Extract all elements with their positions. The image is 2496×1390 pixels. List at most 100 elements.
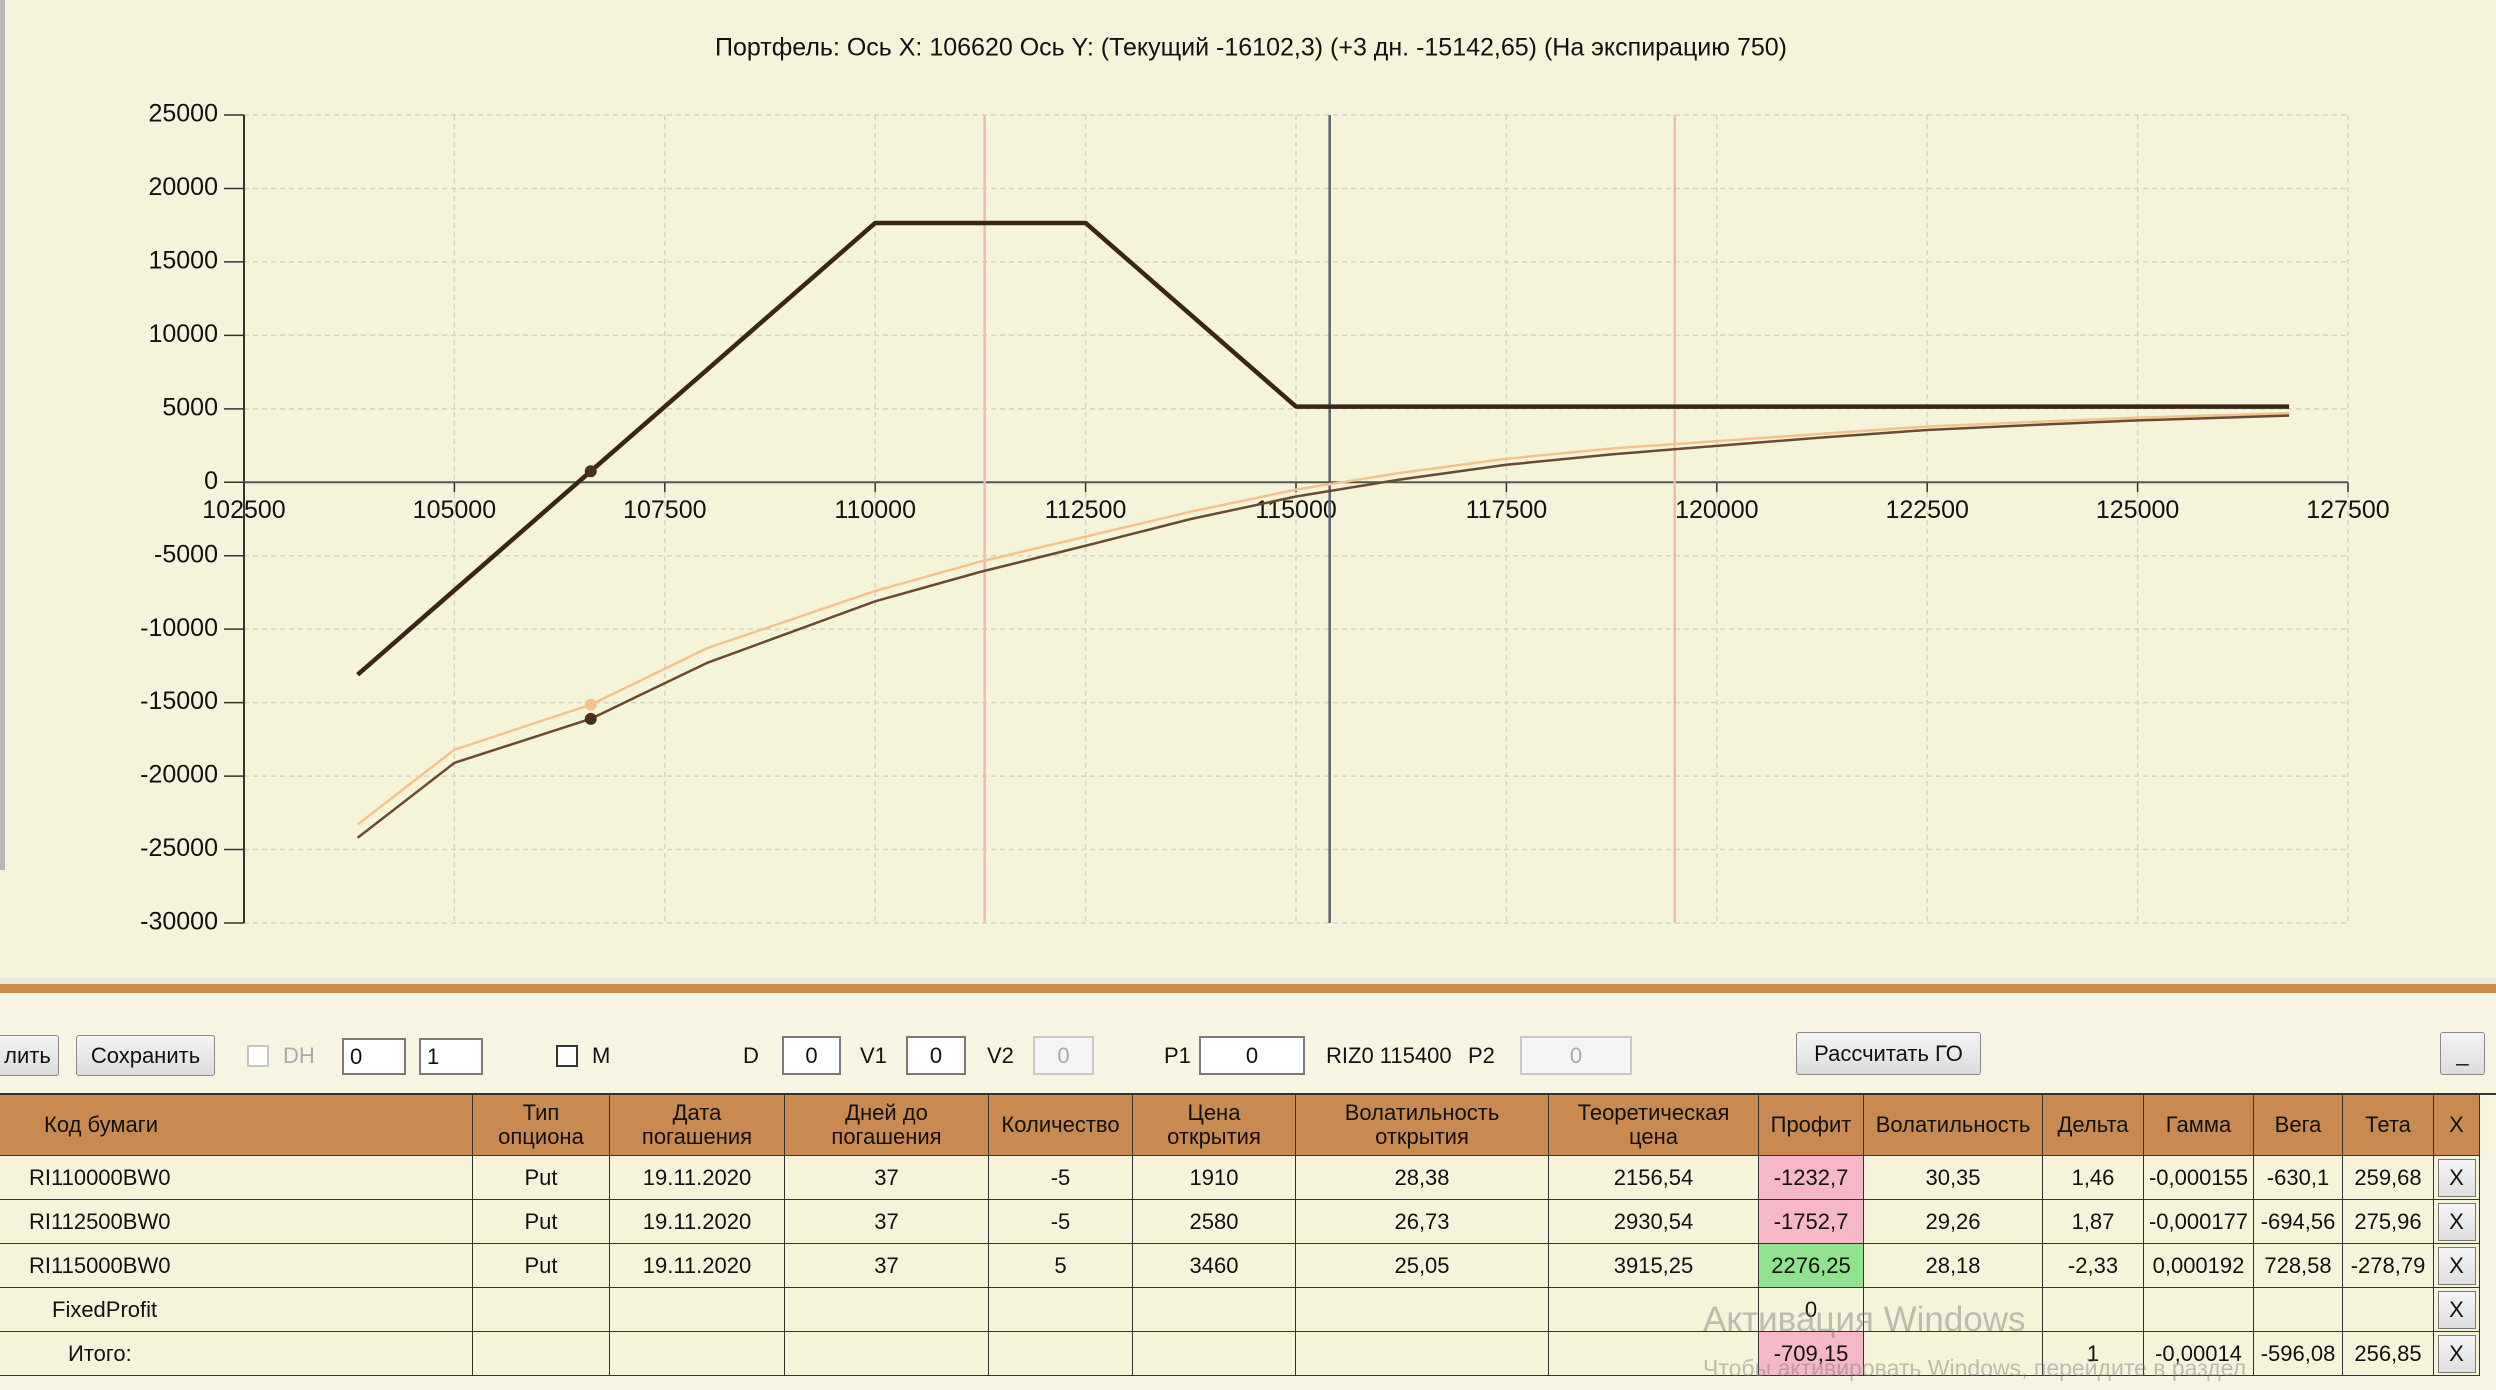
table-cell: X <box>2434 1244 2480 1288</box>
table-cell: -2,33 <box>2043 1244 2144 1288</box>
table-cell: 30,35 <box>1864 1156 2043 1200</box>
y-tick-label: 25000 <box>148 100 218 128</box>
separator <box>0 984 2496 993</box>
table-cell <box>2254 1288 2343 1332</box>
table-cell: 2276,25 <box>1759 1244 1864 1288</box>
y-tick-label: -30000 <box>140 908 218 936</box>
table-cell: 0,000192 <box>2144 1244 2254 1288</box>
table-cell: 275,96 <box>2343 1200 2434 1244</box>
remove-row-button[interactable]: X <box>2437 1158 2476 1197</box>
table-cell: -278,79 <box>2343 1244 2434 1288</box>
table-cell: 2156,54 <box>1549 1156 1759 1200</box>
v2-input: 0 <box>1033 1036 1094 1075</box>
table-cell: 25,05 <box>1296 1244 1549 1288</box>
splitter <box>0 978 2496 984</box>
table-cell: 3460 <box>1133 1244 1296 1288</box>
table-cell: 19.11.2020 <box>610 1156 785 1200</box>
table-cell <box>2144 1288 2254 1332</box>
table-cell: X <box>2434 1156 2480 1200</box>
table-cell: X <box>2434 1332 2480 1376</box>
watermark-text: Чтобы активировать Windows, перейдите в … <box>1703 1355 2247 1381</box>
column-header: Дельта <box>2043 1095 2144 1156</box>
table-cell: -596,08 <box>2254 1332 2343 1376</box>
column-header: Тета <box>2343 1095 2434 1156</box>
table-cell: 0 <box>1759 1288 1864 1332</box>
table-cell: 28,38 <box>1296 1156 1549 1200</box>
table-cell: -1232,7 <box>1759 1156 1864 1200</box>
spinner[interactable]: 0 <box>342 1038 406 1075</box>
table-cell: -694,56 <box>2254 1200 2343 1244</box>
spinner[interactable]: 1 <box>419 1038 483 1075</box>
v2-label: V2 <box>987 1042 1014 1068</box>
watermark-title: Активация Windows <box>1703 1300 2026 1339</box>
table-cell: RI115000BW0 <box>0 1244 473 1288</box>
table-cell <box>610 1288 785 1332</box>
table-cell: 3915,25 <box>1549 1244 1759 1288</box>
table-cell: 5 <box>989 1244 1133 1288</box>
column-header: Теоретическая цена <box>1549 1095 1759 1156</box>
instrument-label: RIZ0 115400 <box>1326 1042 1452 1068</box>
table-cell: 1 <box>2043 1332 2144 1376</box>
y-tick-label: -25000 <box>140 834 218 862</box>
table-cell: 37 <box>785 1156 989 1200</box>
table-cell: 1,87 <box>2043 1200 2144 1244</box>
delete-button[interactable]: лить <box>0 1035 59 1076</box>
chart-title: Портфель: Ось X: 106620 Ось Y: (Текущий … <box>715 34 1787 62</box>
cursor-point <box>584 698 597 711</box>
y-tick-label: -10000 <box>140 614 218 642</box>
column-header: Код бумаги <box>0 1095 473 1156</box>
remove-row-button[interactable]: X <box>2437 1202 2476 1241</box>
chart: Портфель: Ось X: 106620 Ось Y: (Текущий … <box>0 0 2390 936</box>
m-label: M <box>592 1042 611 1068</box>
table-cell: X <box>2434 1288 2480 1332</box>
table-cell: Put <box>473 1156 610 1200</box>
column-header: Дней до погашения <box>785 1095 989 1156</box>
table-cell: 728,58 <box>2254 1244 2343 1288</box>
table-cell <box>1864 1332 2043 1376</box>
table-cell: 19.11.2020 <box>610 1200 785 1244</box>
column-header: Вега <box>2254 1095 2343 1156</box>
y-tick-label: 15000 <box>148 247 218 275</box>
table-cell: Put <box>473 1244 610 1288</box>
plot-area <box>244 115 2348 923</box>
table-cell: RI112500BW0 <box>0 1200 473 1244</box>
remove-row-button[interactable]: X <box>2437 1290 2476 1329</box>
x-tick-label: 115000 <box>1255 496 1337 524</box>
table-cell <box>1549 1288 1759 1332</box>
table-cell: -630,1 <box>2254 1156 2343 1200</box>
table-cell: 26,73 <box>1296 1200 1549 1244</box>
table-cell: 256,85 <box>2343 1332 2434 1376</box>
cursor-point <box>584 712 597 725</box>
table-cell <box>1549 1332 1759 1376</box>
v1-input[interactable]: 0 <box>906 1036 966 1075</box>
table-cell: 1,46 <box>2043 1156 2144 1200</box>
table-cell: FixedProfit <box>0 1288 473 1332</box>
y-tick-label: 20000 <box>148 173 218 201</box>
dh-checkbox[interactable] <box>247 1045 269 1067</box>
table-cell: -0,000155 <box>2144 1156 2254 1200</box>
table-cell <box>473 1288 610 1332</box>
x-tick-label: 107500 <box>623 496 706 524</box>
table-cell <box>1133 1332 1296 1376</box>
table-cell: -5 <box>989 1200 1133 1244</box>
table-cell: 2930,54 <box>1549 1200 1759 1244</box>
table-cell <box>989 1332 1133 1376</box>
d-input[interactable]: 0 <box>782 1036 841 1075</box>
remove-row-button[interactable]: X <box>2437 1246 2476 1285</box>
column-header: Гамма <box>2144 1095 2254 1156</box>
table-cell: 37 <box>785 1200 989 1244</box>
p1-input[interactable]: 0 <box>1199 1036 1305 1075</box>
left-border <box>0 0 5 870</box>
table-cell: Итого: <box>0 1332 473 1376</box>
p1-label: P1 <box>1164 1042 1191 1068</box>
table-cell: Put <box>473 1200 610 1244</box>
table-cell: 1910 <box>1133 1156 1296 1200</box>
column-header: Цена открытия <box>1133 1095 1296 1156</box>
minimize-button[interactable]: _ <box>2440 1032 2485 1075</box>
m-checkbox[interactable] <box>556 1045 578 1067</box>
save-button[interactable]: Сохранить <box>76 1035 215 1076</box>
calc-button[interactable]: Рассчитать ГО <box>1796 1032 1981 1075</box>
column-header: Волатильность открытия <box>1296 1095 1549 1156</box>
remove-row-button[interactable]: X <box>2437 1334 2476 1373</box>
